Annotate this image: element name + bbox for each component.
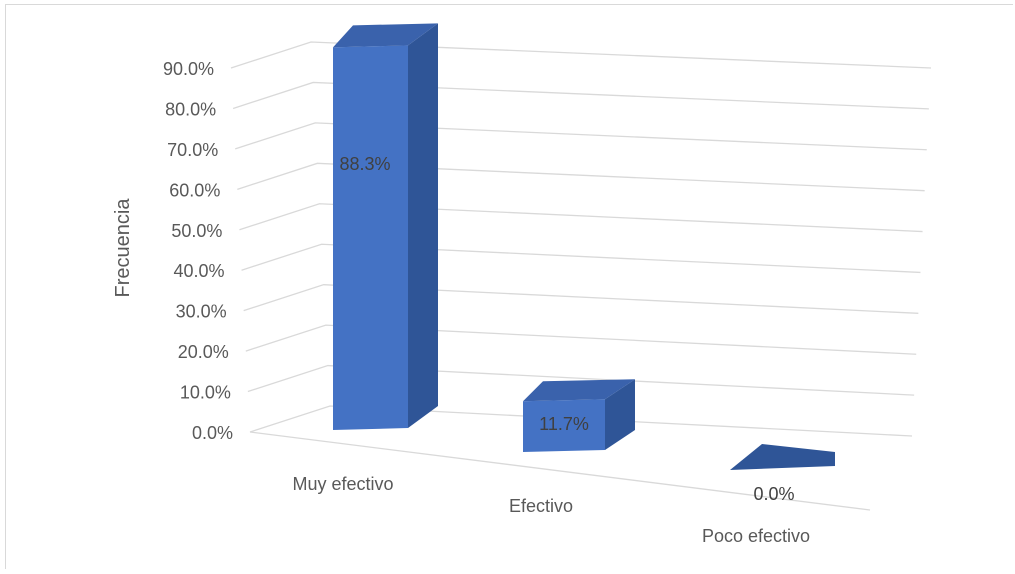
gridline <box>243 284 919 314</box>
bar: 11.7% <box>523 379 635 452</box>
gridline <box>235 122 927 151</box>
x-tick-label: Muy efectivo <box>292 474 393 494</box>
y-tick-label: 90.0% <box>163 59 214 79</box>
chart-frame-left <box>5 4 6 569</box>
x-tick-label: Efectivo <box>509 496 573 516</box>
y-tick-label: 60.0% <box>169 180 220 200</box>
y-tick-label: 10.0% <box>180 383 231 403</box>
y-tick-labels: 0.0% 10.0% 20.0% 30.0% 40.0% 50.0% 60.0% 70.0% 8… <box>163 59 233 443</box>
bars: 88.3% 11.7% 0.0% <box>333 23 835 504</box>
data-label: 11.7% <box>539 414 589 434</box>
bar-side <box>605 379 635 450</box>
gridline <box>245 324 917 355</box>
y-tick-label: 80.0% <box>165 99 216 119</box>
data-label: 88.3% <box>339 154 390 174</box>
gridline <box>249 405 913 437</box>
gridline <box>241 243 921 274</box>
gridline <box>239 203 923 233</box>
bar-top <box>523 379 635 402</box>
bar-top <box>730 444 835 470</box>
y-tick-label: 40.0% <box>174 261 225 281</box>
gridline <box>247 364 915 396</box>
gridline <box>237 162 925 192</box>
y-tick-label: 0.0% <box>192 423 233 443</box>
y-tick-label: 30.0% <box>176 302 227 322</box>
x-tick-label: Poco efectivo <box>702 526 810 546</box>
y-tick-label: 70.0% <box>167 140 218 160</box>
gridline <box>232 81 929 110</box>
y-tick-label: 20.0% <box>178 342 229 362</box>
bar: 0.0% <box>730 444 835 504</box>
bar-side <box>408 23 438 428</box>
y-axis-label: Frecuencia <box>112 198 134 298</box>
gridlines <box>230 41 932 511</box>
bar-front <box>523 399 605 452</box>
bar-top <box>333 23 438 48</box>
gridline <box>230 41 932 69</box>
bar-front <box>333 45 408 430</box>
chart-frame-top <box>5 4 1013 5</box>
data-label: 0.0% <box>753 484 794 504</box>
bar: 88.3% <box>333 23 438 430</box>
x-tick-labels: Muy efectivo Efectivo Poco efectivo <box>292 474 810 546</box>
x-axis-line <box>249 431 871 511</box>
y-tick-label: 50.0% <box>171 221 222 241</box>
